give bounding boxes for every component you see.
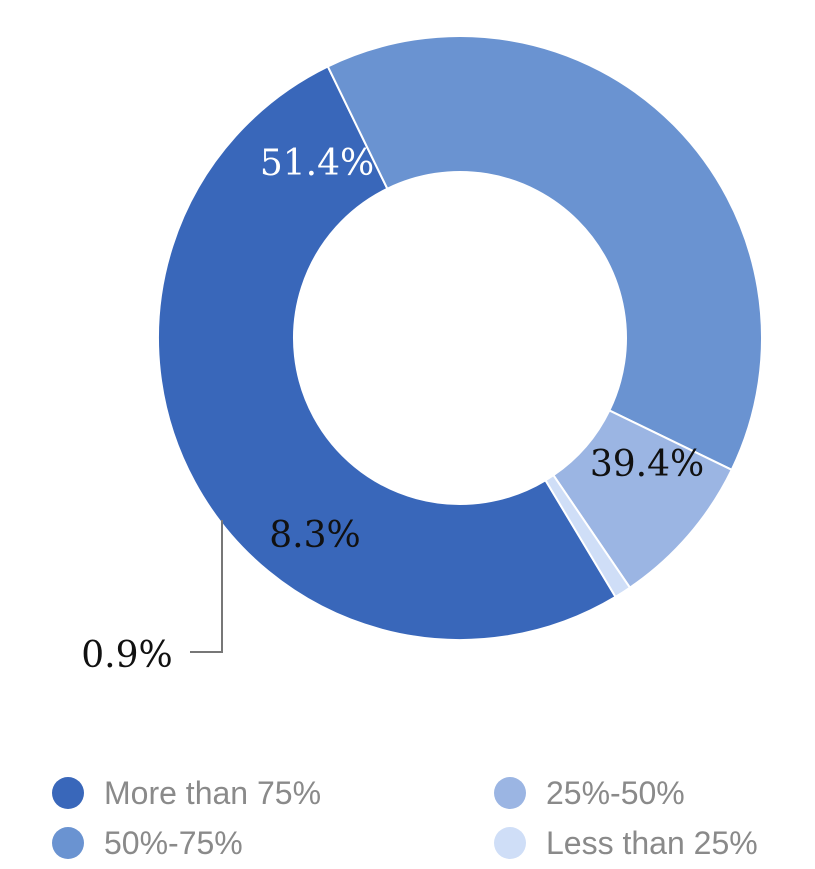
- legend-item-2: 25%-50%: [494, 775, 685, 811]
- legend-label-3: Less than 25%: [546, 825, 758, 861]
- legend-swatch-2: [494, 777, 526, 809]
- slice-value-label-0: 51.4%: [260, 143, 374, 184]
- donut-slices: [157, 35, 763, 641]
- donut-slice-1: [326, 35, 763, 472]
- legend-swatch-1: [52, 827, 84, 859]
- slice-value-label-3: 0.9%: [81, 635, 172, 676]
- legend-swatch-3: [494, 827, 526, 859]
- slice-labels: 51.4% 39.4% 8.3% 0.9%: [81, 143, 704, 676]
- leader-line: [190, 520, 223, 653]
- donut-slice-0: [157, 65, 617, 641]
- slice-value-label-2: 8.3%: [269, 515, 360, 556]
- slice-value-label-1: 39.4%: [590, 444, 704, 485]
- legend-label-1: 50%-75%: [104, 825, 243, 861]
- donut-slice-3: [544, 473, 632, 599]
- legend-item-3: Less than 25%: [494, 825, 758, 861]
- legend-swatch-0: [52, 777, 84, 809]
- legend-label-2: 25%-50%: [546, 775, 685, 811]
- legend-label-0: More than 75%: [104, 775, 321, 811]
- legend-item-1: 50%-75%: [52, 825, 243, 861]
- legend-item-0: More than 75%: [52, 775, 321, 811]
- chart-legend: More than 75% 50%-75% 25%-50% Less than 25%: [52, 775, 758, 861]
